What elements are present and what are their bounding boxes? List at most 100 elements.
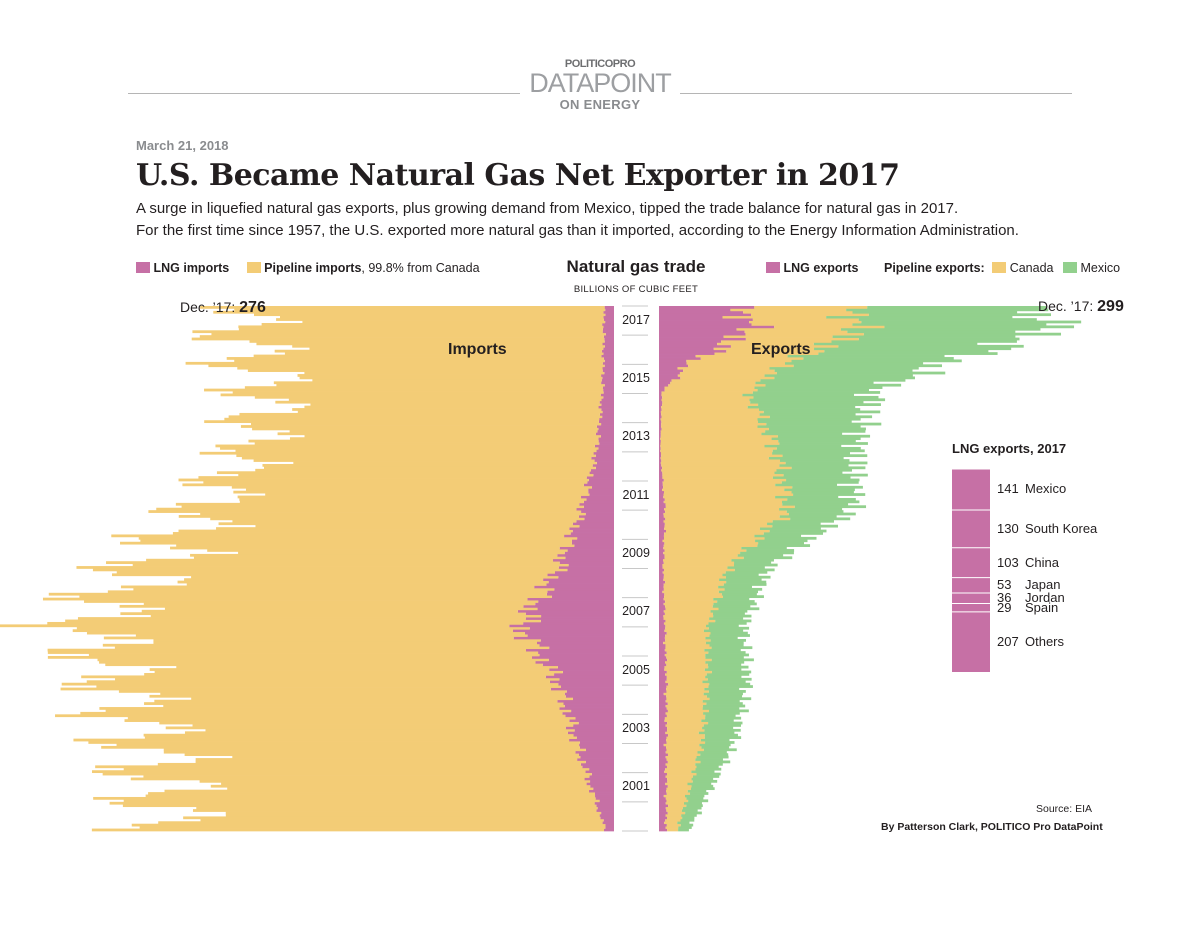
export-lng-bar: [659, 313, 752, 317]
import-pipeline-bar: [198, 476, 587, 479]
import-lng-bar: [554, 673, 614, 676]
import-lng-bar: [595, 432, 614, 436]
import-pipeline-bar: [195, 758, 578, 761]
export-canada-bar: [661, 408, 760, 411]
export-canada-bar: [660, 444, 765, 448]
export-lng-bar: [659, 512, 664, 516]
import-lng-bar: [576, 507, 614, 511]
export-canada-bar: [666, 714, 706, 718]
export-mexico-bar: [708, 665, 749, 669]
import-lng-bar: [512, 629, 614, 633]
import-lng-bar: [559, 707, 614, 710]
export-lng-bar: [659, 583, 664, 586]
import-lng-bar: [576, 736, 614, 739]
export-lng-bar: [659, 374, 678, 377]
export-lng-bar: [659, 597, 664, 601]
import-pipeline-bar: [76, 566, 559, 569]
export-canada-bar: [665, 801, 684, 805]
year-label-2015: 2015: [622, 370, 650, 385]
export-lng-bar: [659, 439, 661, 443]
export-mexico-bar: [752, 391, 881, 394]
import-lng-bar: [539, 653, 614, 657]
import-pipeline-bar: [163, 748, 586, 752]
import-lng-bar: [601, 381, 614, 385]
import-pipeline-bar: [277, 432, 596, 436]
import-lng-bar: [598, 427, 614, 431]
import-lng-bar: [574, 544, 614, 547]
import-pipeline-bar: [42, 597, 528, 601]
export-canada-bar: [660, 410, 764, 414]
export-mexico-bar: [722, 573, 759, 577]
export-lng-bar: [659, 595, 665, 599]
import-pipeline-bar: [276, 318, 604, 321]
export-lng-bar: [659, 515, 664, 518]
export-mexico-bar: [774, 471, 843, 475]
export-canada-bar: [662, 395, 754, 399]
import-lng-bar: [579, 743, 614, 747]
dec17-imports-prefix: Dec. ’17:: [180, 299, 236, 315]
export-canada-bar: [664, 527, 760, 530]
export-mexico-bar: [769, 366, 919, 370]
export-canada-bar: [662, 403, 759, 407]
export-canada-bar: [721, 340, 832, 343]
import-pipeline-bar: [200, 512, 586, 516]
import-pipeline-bar: [292, 344, 605, 348]
import-lng-bar: [596, 809, 614, 812]
export-lng-bar: [659, 417, 661, 421]
export-lng-bar: [659, 617, 664, 620]
import-lng-bar: [604, 344, 614, 348]
export-canada-bar: [662, 473, 784, 477]
import-pipeline-bar: [144, 673, 555, 676]
import-lng-bar: [572, 522, 614, 526]
import-lng-bar: [585, 770, 614, 774]
import-pipeline-bar: [103, 636, 514, 640]
import-lng-bar: [575, 716, 614, 720]
import-pipeline-bar: [205, 728, 575, 732]
export-lng-bar: [659, 532, 665, 535]
import-pipeline-bar: [107, 590, 548, 594]
import-pipeline-bar: [310, 403, 602, 407]
export-lng-bar: [659, 777, 668, 781]
export-lng-bar: [659, 772, 667, 776]
export-mexico-bar: [793, 364, 942, 368]
export-canada-bar: [744, 330, 848, 334]
import-pipeline-bar: [175, 502, 580, 506]
import-lng-bar: [564, 534, 614, 538]
export-canada-bar: [663, 641, 706, 645]
export-mexico-bar: [700, 738, 730, 742]
export-canada-bar: [664, 716, 706, 720]
export-lng-bar: [659, 694, 667, 698]
import-pipeline-bar: [250, 422, 602, 426]
export-canada-bar: [660, 417, 758, 421]
import-pipeline-bar: [101, 745, 580, 749]
export-mexico-bar: [814, 347, 1012, 351]
import-pipeline-bar: [122, 804, 597, 808]
export-lng-bar: [659, 340, 722, 343]
lng-segment-mexico: [952, 469, 990, 510]
import-pipeline-bar: [254, 313, 606, 317]
dec17-exports-prefix: Dec. ’17:: [1038, 298, 1094, 314]
import-pipeline-bar: [131, 823, 606, 827]
export-canada-bar: [662, 400, 751, 404]
export-canada-bar: [663, 743, 700, 747]
lng-segment-south-korea: [952, 509, 990, 548]
import-lng-bar: [554, 587, 614, 591]
export-canada-bar: [665, 818, 681, 822]
year-label-2011: 2011: [622, 487, 650, 502]
export-lng-bar: [659, 592, 665, 596]
import-pipeline-bar: [312, 378, 602, 382]
import-pipeline-bar: [184, 578, 544, 582]
export-mexico-bar: [702, 704, 746, 708]
export-canada-bar: [665, 607, 719, 611]
import-pipeline-bar: [232, 391, 604, 394]
export-canada-bar: [666, 799, 689, 803]
export-canada-bar: [664, 541, 759, 545]
export-lng-bar: [659, 420, 662, 424]
export-canada-bar: [665, 826, 679, 829]
import-pipeline-bar: [73, 738, 570, 742]
year-label-2003: 2003: [622, 720, 650, 735]
export-mexico-bar: [764, 536, 817, 540]
export-lng-bar: [659, 570, 663, 574]
import-pipeline-bar: [238, 325, 604, 329]
export-mexico-bar: [706, 673, 750, 676]
